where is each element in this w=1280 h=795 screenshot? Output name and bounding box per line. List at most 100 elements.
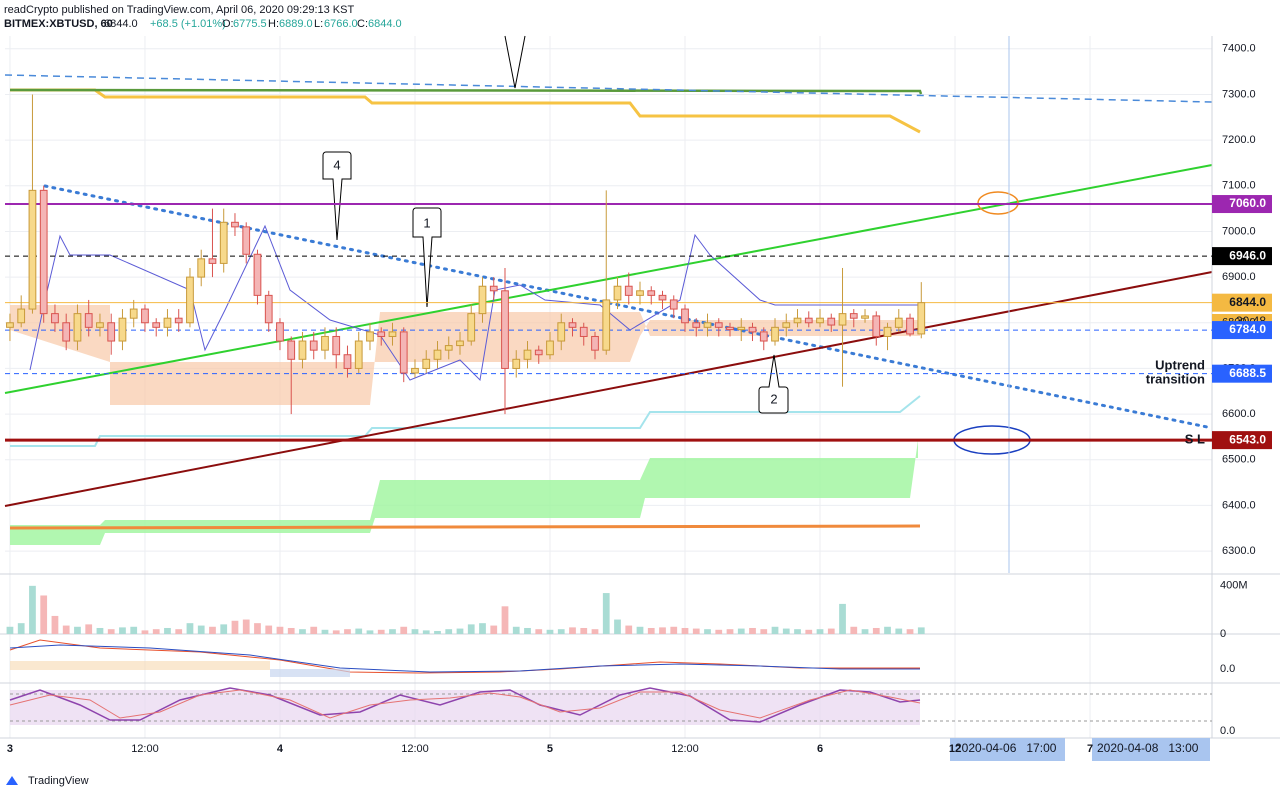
candle-body [96, 322, 104, 328]
candle-body [804, 317, 813, 324]
volume-bar [467, 624, 475, 634]
candle-body [557, 322, 566, 342]
stop-loss-label: S L [1185, 431, 1205, 446]
candle-body [186, 276, 194, 324]
volume-bar [186, 623, 194, 634]
candle-body [287, 340, 296, 360]
macd-hist [270, 669, 350, 677]
candle-body [703, 322, 712, 328]
rsi-signal [9, 689, 921, 719]
volume-bar [209, 626, 216, 634]
volume-bar [569, 627, 576, 634]
volume-bar [614, 619, 621, 634]
y-tick-label: 7200.0 [1222, 134, 1256, 146]
price-tag [1212, 195, 1272, 214]
volume-bar [434, 630, 441, 634]
price-tag-label: 6946.0 [1229, 248, 1266, 262]
volume-bar [625, 625, 633, 634]
volume-bar [389, 629, 396, 634]
candle-body [343, 354, 352, 369]
price-tag [1212, 247, 1272, 266]
annotation: 1 [423, 215, 430, 230]
volume-bar [861, 629, 869, 634]
c-label: C: [357, 18, 368, 30]
candle-body [197, 258, 206, 278]
volume-bar [242, 619, 250, 634]
candle-body [62, 322, 71, 342]
candle-body [422, 358, 431, 369]
candle-body [534, 349, 543, 356]
candle-body [51, 313, 59, 324]
candle-body [208, 258, 217, 264]
y-tick-label: 6300.0 [1222, 545, 1256, 557]
candle-body [321, 335, 329, 351]
y-tick-label: 7000.0 [1222, 225, 1256, 237]
candle-body [152, 322, 161, 328]
rsi-band [10, 690, 920, 725]
candle-body [546, 340, 554, 356]
y-tick-label: 6400.0 [1222, 499, 1256, 511]
candle-body [433, 349, 442, 360]
volume-tick-label: 0 [1220, 628, 1226, 640]
candle-body [917, 302, 926, 335]
volume-bar [670, 626, 678, 634]
highlight-circle [977, 191, 1019, 215]
price-tag-label: 6543.0 [1229, 432, 1266, 446]
volume-bar [557, 629, 565, 634]
y-tick-label: 6900.0 [1222, 271, 1256, 283]
volume-bar [816, 629, 824, 634]
volume-bar [164, 627, 171, 634]
volume-bar [850, 626, 858, 634]
candle-body [669, 299, 678, 310]
volume-bar [29, 585, 36, 634]
date-tag [1092, 738, 1210, 761]
price-tag-label: 6844.0 [1229, 295, 1266, 309]
o-label: O: [222, 18, 234, 30]
volume-bar [6, 626, 14, 634]
volume-bar [895, 628, 903, 634]
note: Uptrend [1155, 357, 1205, 372]
y-tick-label: 7100.0 [1222, 180, 1256, 192]
price-tag-label: 6784.0 [1229, 322, 1266, 336]
y-tick-label: 7300.0 [1222, 88, 1256, 100]
x-tick-label: 12:00 [401, 743, 429, 755]
x-tick-label: 12:00 [131, 743, 159, 755]
candle-body [827, 317, 836, 326]
x-tick-label: 12 [949, 743, 961, 755]
candle-body [759, 331, 768, 342]
volume-bar [647, 627, 655, 634]
candle-body [602, 299, 611, 351]
macd-tick: 0.0 [1220, 663, 1235, 675]
volume-tick-label: 400M [1220, 580, 1248, 592]
candle-body [658, 294, 667, 301]
candle-body [163, 317, 172, 328]
x-tick-label: 6 [817, 743, 823, 755]
volume-bar [445, 629, 453, 634]
volume-bar [310, 626, 318, 634]
volume-bar [602, 593, 610, 634]
volume-bar [917, 627, 925, 634]
volume-bar [512, 626, 520, 634]
volume-bar [17, 623, 25, 634]
note: transition [1146, 371, 1205, 386]
candle-body [366, 331, 374, 342]
candle-body [523, 349, 532, 360]
candle-body [591, 335, 599, 351]
candle-body [231, 221, 239, 228]
trend-dotted [43, 184, 1214, 430]
symbol: BITMEX:XBTUSD, 60 [4, 18, 113, 30]
callout [322, 151, 352, 241]
volume-bar [411, 629, 419, 634]
candle-body [647, 290, 656, 296]
candle-body [748, 326, 757, 333]
candle-body [219, 221, 228, 264]
candle-body [141, 308, 149, 324]
volume-bar [276, 626, 284, 634]
candle-body [793, 317, 802, 324]
brand: TradingView [28, 775, 89, 787]
x-tick-label: 7 [1087, 743, 1093, 755]
candle-body [73, 313, 82, 342]
price-tag-label: 7060.0 [1229, 196, 1266, 210]
annotation: 2 [770, 391, 777, 406]
